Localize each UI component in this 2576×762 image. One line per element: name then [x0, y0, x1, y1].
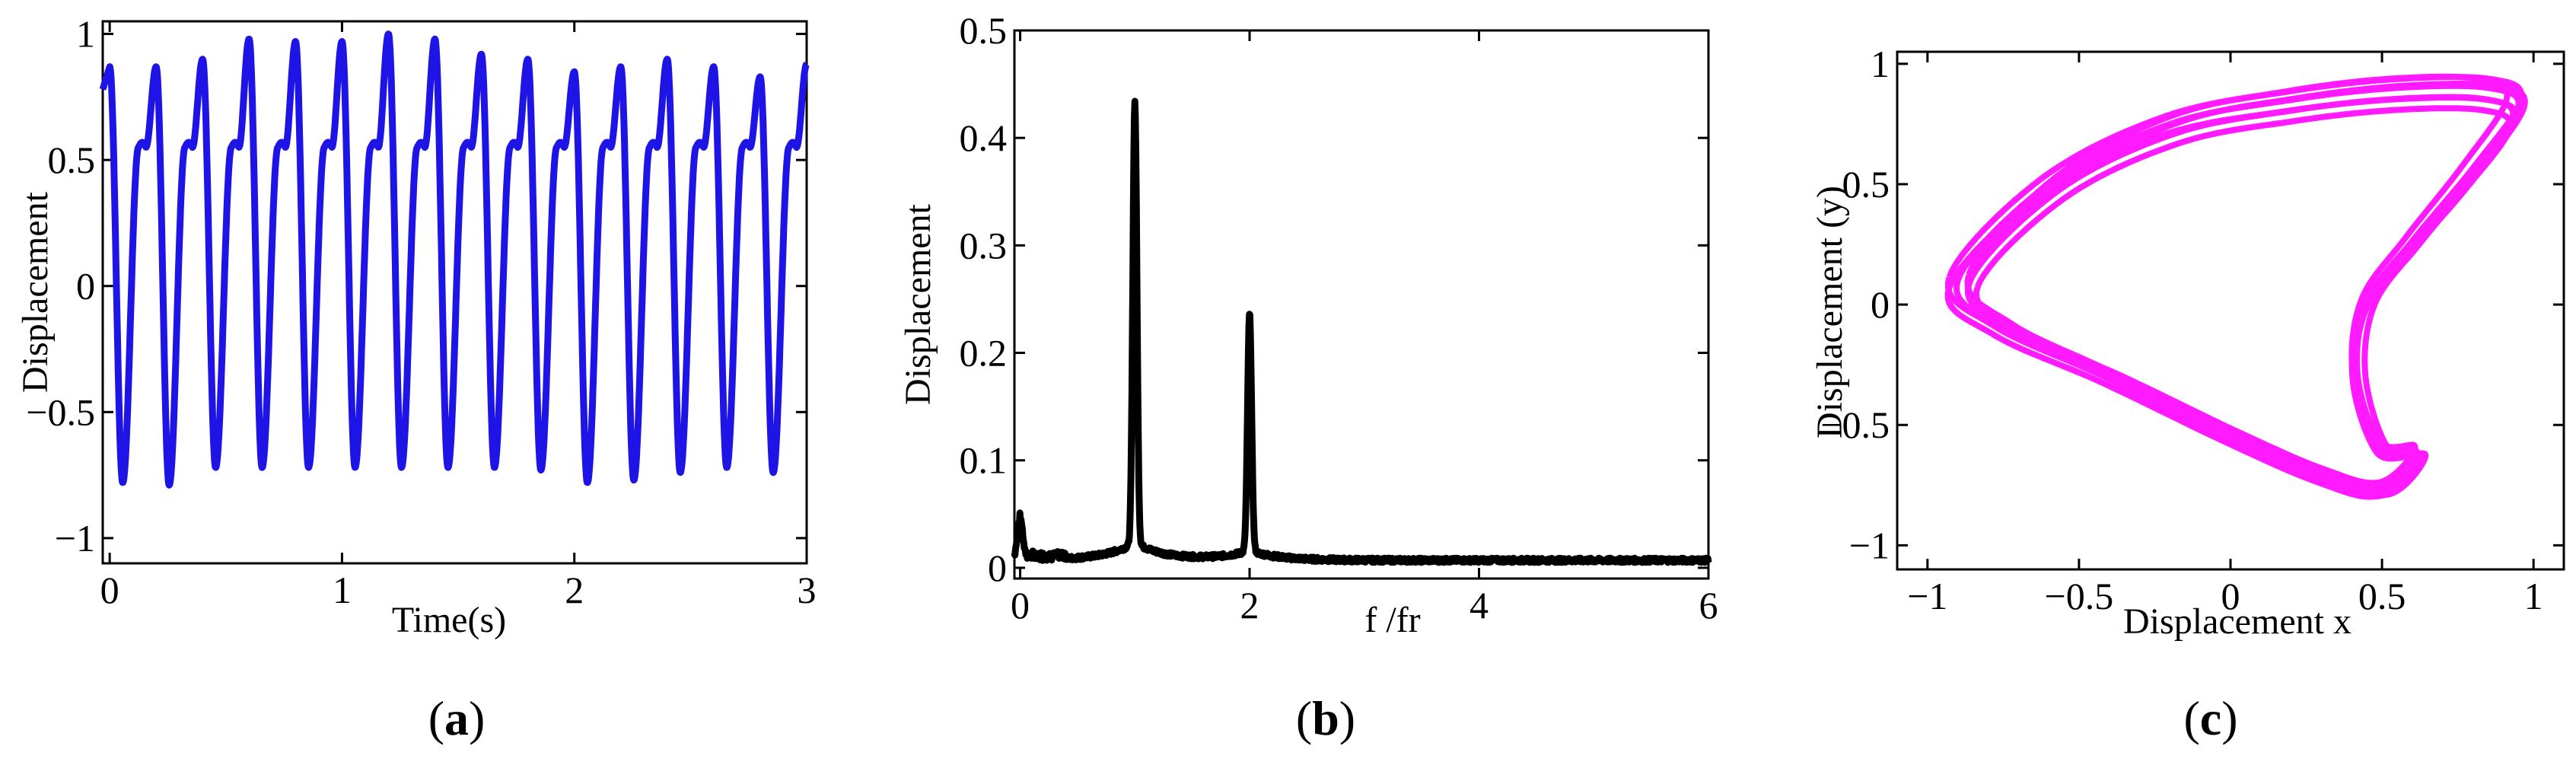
x-tick-label: 6: [1699, 584, 1718, 626]
x-tick-label: −1: [1907, 575, 1947, 617]
x-tick-label: −0.5: [2045, 575, 2114, 617]
panel-b-label: (b): [1296, 691, 1355, 745]
panel-b-series: [1011, 97, 1712, 566]
y-tick-label: 0.2: [960, 332, 1008, 375]
y-tick-label: 0.3: [960, 224, 1008, 266]
y-tick-label: −0.5: [1820, 403, 1890, 446]
orbit-loop: [1944, 94, 2519, 500]
panel-c-xlabel: Displacement x: [2123, 601, 2352, 642]
y-tick-label: 0.1: [960, 439, 1008, 482]
panel-c-series: [1944, 73, 2528, 500]
spectrum-line: [1011, 97, 1712, 566]
panel-b-ticks: 0 2 4 6 0 0.1 0.2 0.3 0.4 0.5: [960, 9, 1718, 626]
y-tick-label: 0.5: [48, 139, 96, 181]
x-tick-label: 2: [1240, 584, 1259, 626]
panel-a-series: [99, 30, 810, 489]
orbit-loop: [1964, 73, 2511, 496]
panel-b-axes-frame: [1013, 29, 1710, 580]
y-tick-label: 0: [76, 265, 95, 308]
panel-c-orbit: −1 −0.5 0 0.5 1 −1 −0.5 0 0.5 1 Displacement x Di…: [1810, 43, 2565, 745]
y-tick-label: 0: [988, 547, 1007, 589]
y-tick-label: 0.4: [960, 116, 1008, 159]
y-tick-label: −1: [1849, 524, 1890, 566]
panel-a-ylabel: Displacement: [15, 191, 56, 393]
x-tick-label: 0.5: [2358, 575, 2406, 617]
orbit-loop: [1973, 105, 2514, 486]
y-tick-label: 0.5: [1842, 163, 1890, 206]
panel-a-ticks: 0 1 2 3 −1 −0.5 0 0.5 1: [26, 13, 816, 611]
panel-b-xlabel: f /fr: [1364, 600, 1420, 640]
x-tick-label: 0: [1011, 584, 1030, 626]
panel-b-ylabel: Displacement: [898, 203, 938, 405]
x-tick-label: 3: [798, 569, 817, 611]
y-tick-label: 1: [76, 13, 95, 56]
x-tick-label: 0: [100, 569, 119, 611]
y-tick-label: 0: [1871, 283, 1890, 326]
x-tick-label: 2: [565, 569, 584, 611]
x-tick-label: 0: [2221, 575, 2240, 617]
y-tick-label: 0.5: [960, 9, 1008, 52]
panel-c-label: (c): [2183, 691, 2237, 745]
panel-a-time-series: 0 1 2 3 −1 −0.5 0 0.5 1 Time(s) Displacement (a): [15, 13, 817, 745]
panel-a-label: (a): [428, 691, 486, 745]
x-tick-label: 1: [2524, 575, 2543, 617]
x-tick-label: 4: [1469, 584, 1489, 626]
y-tick-label: 1: [1871, 43, 1890, 85]
panel-a-xlabel: Time(s): [392, 600, 506, 640]
time-series-line: [99, 30, 810, 489]
panel-c-ylabel: Displacement (y): [1810, 186, 1850, 438]
panel-a-axes-frame: [101, 20, 808, 565]
y-tick-label: −1: [55, 517, 95, 560]
orbit-loop: [1964, 94, 2517, 492]
y-tick-label: −0.5: [26, 391, 95, 433]
panel-c-ticks: −1 −0.5 0 0.5 1 −1 −0.5 0 0.5 1: [1820, 43, 2564, 617]
x-tick-label: 1: [333, 569, 352, 611]
panel-b-spectrum: 0 2 4 600.10.20.30.40.5 f /fr Displacement …: [898, 9, 1718, 745]
